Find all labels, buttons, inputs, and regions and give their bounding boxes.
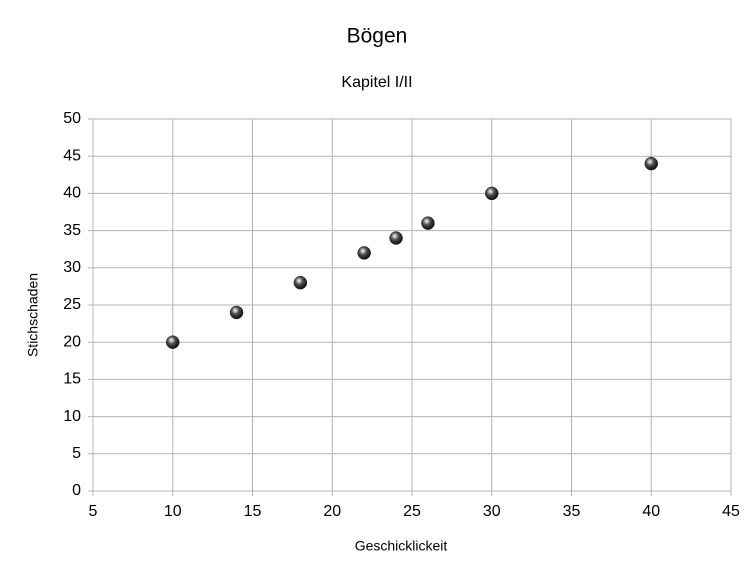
y-tick-label: 5 bbox=[72, 445, 81, 462]
data-point bbox=[485, 186, 499, 201]
x-tick-label: 15 bbox=[244, 503, 262, 520]
y-tick-label: 35 bbox=[63, 222, 81, 239]
chart-subtitle: Kapitel I/II bbox=[341, 74, 412, 91]
y-tick-label: 30 bbox=[63, 259, 81, 276]
y-tick-label: 50 bbox=[63, 110, 81, 127]
data-point bbox=[389, 231, 403, 245]
x-tick-label: 5 bbox=[89, 503, 98, 520]
y-tick-label: 20 bbox=[63, 333, 81, 350]
x-tick-label: 35 bbox=[563, 503, 581, 520]
x-tick-label: 45 bbox=[722, 503, 740, 520]
y-tick-label: 15 bbox=[63, 371, 81, 388]
y-tick-label: 0 bbox=[72, 482, 81, 499]
x-tick-label: 30 bbox=[483, 503, 501, 520]
chart-title: Bögen bbox=[347, 25, 408, 48]
data-point bbox=[229, 305, 244, 320]
data-point bbox=[421, 216, 435, 230]
y-axis-label: Stichschaden bbox=[25, 273, 41, 357]
x-tick-label: 10 bbox=[164, 503, 182, 520]
data-point bbox=[166, 335, 180, 349]
data-point bbox=[644, 156, 658, 171]
data-point bbox=[357, 246, 371, 260]
x-tick-label: 40 bbox=[642, 503, 660, 520]
y-tick-label: 45 bbox=[63, 147, 81, 164]
y-tick-label: 25 bbox=[63, 296, 81, 313]
data-point bbox=[293, 275, 308, 290]
x-tick-label: 20 bbox=[323, 503, 341, 520]
x-axis-label: Geschicklickeit bbox=[355, 538, 448, 554]
y-tick-label: 40 bbox=[63, 185, 81, 202]
y-tick-label: 10 bbox=[63, 408, 81, 425]
x-tick-label: 25 bbox=[403, 503, 421, 520]
